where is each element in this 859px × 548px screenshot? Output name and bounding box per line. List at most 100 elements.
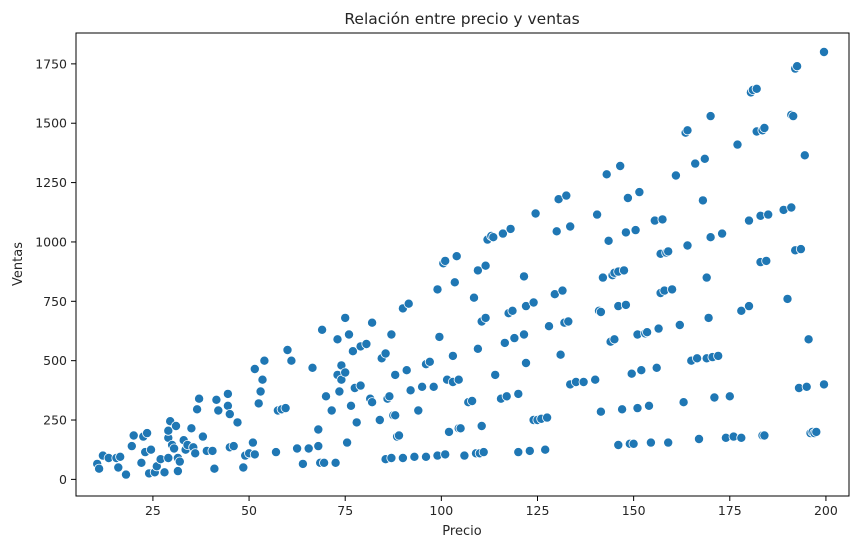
data-point (751, 83, 762, 94)
data-point (467, 395, 478, 406)
plot-frame (75, 32, 850, 497)
data-point (351, 417, 362, 428)
data-point (507, 305, 518, 316)
data-point (432, 284, 443, 295)
data-point (795, 244, 806, 255)
data-point (270, 447, 281, 458)
data-point (613, 439, 624, 450)
data-point (632, 403, 643, 414)
data-point (340, 312, 351, 323)
x-tick-label: 50 (241, 503, 257, 518)
data-point (590, 374, 601, 385)
data-point (224, 409, 235, 420)
data-points (92, 47, 830, 480)
data-point (663, 246, 674, 257)
data-point (121, 469, 132, 480)
data-point (744, 301, 755, 312)
data-point (619, 265, 630, 276)
data-point (207, 445, 218, 456)
x-tick-label: 75 (337, 503, 353, 518)
data-point (313, 441, 324, 452)
data-point (222, 400, 233, 411)
data-point (544, 321, 555, 332)
data-point (282, 344, 293, 355)
x-tick-label: 125 (526, 503, 550, 518)
data-point (384, 391, 395, 402)
data-point (651, 362, 662, 373)
data-point (211, 394, 222, 405)
data-point (626, 368, 637, 379)
data-point (663, 437, 674, 448)
data-point (280, 403, 291, 414)
data-point (472, 343, 483, 354)
data-point (699, 153, 710, 164)
data-point (736, 305, 747, 316)
x-tick-label: 200 (814, 503, 838, 518)
data-point (163, 425, 174, 436)
data-point (255, 386, 266, 397)
data-point (249, 449, 260, 460)
data-point (542, 412, 553, 423)
data-point (232, 417, 243, 428)
data-point (501, 391, 512, 402)
data-point (257, 374, 268, 385)
data-point (540, 444, 551, 455)
data-point (347, 346, 358, 357)
data-point (222, 388, 233, 399)
data-point (628, 438, 639, 449)
data-point (409, 451, 420, 462)
data-point (380, 348, 391, 359)
data-point (340, 367, 351, 378)
data-point (192, 404, 203, 415)
y-tick-label: 750 (43, 294, 67, 309)
data-point (393, 430, 404, 441)
data-point (744, 215, 755, 226)
data-point (634, 187, 645, 198)
data-point (330, 457, 341, 468)
data-point (413, 405, 424, 416)
data-point (601, 169, 612, 180)
y-tick-label: 1000 (35, 234, 67, 249)
x-tick-label: 150 (622, 503, 646, 518)
data-point (595, 406, 606, 417)
data-point (319, 457, 330, 468)
y-axis-ticks: 0 250 500 750 1000 1250 1500 1750 (35, 56, 76, 487)
y-tick-label: 1500 (35, 116, 67, 131)
data-point (194, 393, 205, 404)
data-point (811, 426, 822, 437)
data-point (313, 424, 324, 435)
data-point (440, 255, 451, 266)
data-point (449, 277, 460, 288)
data-point (709, 392, 720, 403)
data-point (682, 125, 693, 136)
data-point (453, 374, 464, 385)
data-point (420, 451, 431, 462)
data-point (228, 441, 239, 452)
data-point (386, 452, 397, 463)
data-point (786, 202, 797, 213)
data-point (292, 443, 303, 454)
data-point (113, 462, 124, 473)
data-point (524, 445, 535, 456)
data-point (128, 430, 139, 441)
data-point (126, 441, 137, 452)
data-point (615, 160, 626, 171)
data-point (259, 355, 270, 366)
data-point (497, 228, 508, 239)
data-point (667, 284, 678, 295)
data-point (361, 338, 372, 349)
data-point (801, 381, 812, 392)
data-point (480, 260, 491, 271)
data-point (701, 272, 712, 283)
data-point (563, 316, 574, 327)
data-point (172, 466, 183, 477)
data-point (519, 271, 530, 282)
data-point (390, 369, 401, 380)
data-point (424, 356, 435, 367)
data-point (403, 298, 414, 309)
data-point (759, 123, 770, 134)
data-point (190, 448, 201, 459)
data-point (595, 306, 606, 317)
data-point (603, 235, 614, 246)
